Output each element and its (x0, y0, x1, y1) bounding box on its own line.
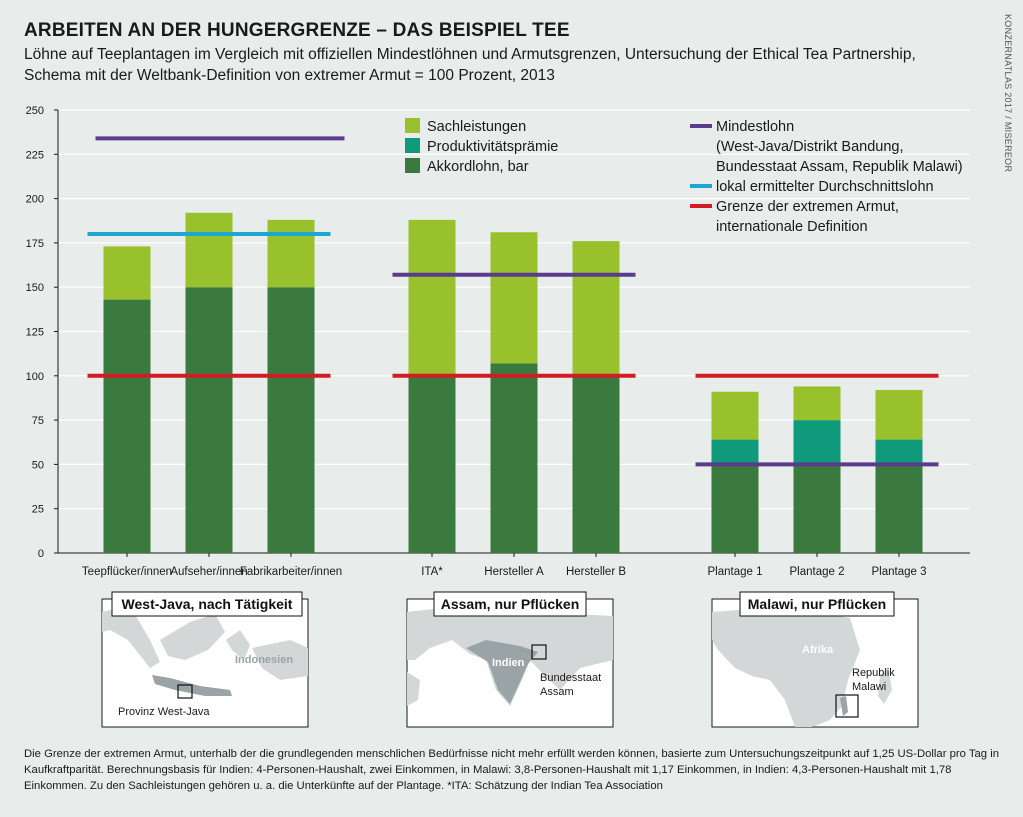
bar-segment-akkord (490, 363, 538, 553)
x-tick-label: Plantage 1 (708, 566, 763, 578)
legend-swatch-sachleistungen (405, 118, 420, 133)
x-tick-label: Plantage 2 (790, 566, 845, 578)
map-land-india (466, 640, 538, 704)
chart-title: ARBEITEN AN DER HUNGERGRENZE – DAS BEISP… (24, 20, 570, 41)
legend-label-durchschnitt: lokal ermittelter Durchschnittslohn (716, 179, 934, 195)
y-tick-label: 0 (38, 548, 44, 560)
x-tick-label: ITA* (421, 566, 443, 578)
x-tick-label: Aufseher/innen (170, 566, 247, 578)
map-land-label: Afrika (802, 644, 834, 656)
map-marker-label-2: Assam (540, 686, 574, 698)
bar-segment-akkord (408, 375, 456, 553)
legend-swatch-produktivitaet (405, 138, 420, 153)
y-tick-label: 200 (26, 194, 44, 206)
map-land-malawi (840, 696, 848, 716)
y-tick-label: 75 (32, 415, 44, 427)
bar-segment-akkord (572, 375, 620, 553)
map-land-papua (252, 640, 308, 680)
y-tick-label: 125 (26, 327, 44, 339)
map-land-africa (712, 606, 860, 727)
bars (103, 212, 923, 553)
map-title-box (739, 591, 895, 617)
legend-label-armut: Grenze der extremen Armut, (716, 199, 899, 215)
x-tick-label: Teepflücker/innen (82, 566, 172, 578)
bar-segment-akkord (103, 299, 151, 553)
bar-segment-akkord (875, 464, 923, 553)
map-title-box (111, 591, 303, 617)
legend-label-sachleistungen: Sachleistungen (427, 119, 526, 135)
bar-segment-sachleistungen (408, 219, 456, 376)
credit-text: KONZERNATLAS 2017 / MISEREOR (1003, 14, 1013, 173)
bar-segment-akkord (711, 464, 759, 553)
map-marker (835, 694, 859, 718)
map-land-label: Indonesien (235, 654, 293, 666)
bar-segment-akkord (267, 287, 315, 553)
legend-label-armut: internationale Definition (716, 219, 868, 235)
bar-segment-sachleistungen (711, 391, 759, 440)
subtitle-line-2: Schema mit der Weltbank-Definition von e… (24, 67, 555, 84)
y-tick-label: 225 (26, 149, 44, 161)
map-title: West-Java, nach Tätigkeit (122, 596, 293, 612)
map-marker (177, 684, 193, 699)
bar-segment-sachleistungen (185, 212, 233, 288)
map-land-africa (407, 672, 420, 706)
bar-segment-produktivitaet (875, 439, 923, 465)
footnote: Die Grenze der extremen Armut, unterhalb… (24, 748, 999, 792)
y-tick-label: 175 (26, 238, 44, 250)
map-marker-label-1: Bundesstaat (540, 672, 601, 684)
map-marker (531, 644, 547, 660)
bar-segment-sachleistungen (572, 241, 620, 376)
bar-segment-produktivitaet (793, 420, 841, 465)
legend-label-mindestlohn: Bundesstaat Assam, Republik Malawi) (716, 159, 963, 175)
x-axis-labels: Teepflücker/innenAufseher/innenFabrikarb… (82, 553, 927, 578)
legend-label-mindestlohn: (West-Java/Distrikt Bandung, (716, 139, 904, 155)
y-tick-label: 250 (26, 105, 44, 117)
legend: Sachleistungen Produktivitätsprämie Akkord… (405, 118, 963, 235)
y-tick-label: 150 (26, 282, 44, 294)
map-malawi: Malawi, nur Pflücken Afrika Republik Mal… (711, 591, 919, 728)
y-tick-label: 100 (26, 371, 44, 383)
map-title: Assam, nur Pflücken (441, 596, 580, 612)
legend-label-produktivitaet: Produktivitätsprämie (427, 139, 558, 155)
map-land-sumatra (102, 606, 160, 668)
y-tick-label: 25 (32, 504, 44, 516)
map-land-borneo (160, 614, 225, 660)
map-title: Malawi, nur Pflücken (748, 596, 886, 612)
map-land-madagascar (878, 668, 892, 704)
bar-segment-sachleistungen (875, 389, 923, 440)
bar-segment-sachleistungen (103, 246, 151, 300)
map-marker-label: Provinz West-Java (118, 706, 210, 718)
chart-canvas: 0 25 50 75 100 125 150 175 200 225 250 Teepflücker… (26, 105, 970, 728)
map-title-box (433, 591, 587, 617)
bar-segment-akkord (793, 464, 841, 553)
reference-lines (87, 136, 939, 467)
map-land-sulawesi (226, 630, 250, 660)
bar-segment-sachleistungen (267, 219, 315, 288)
bar-segment-akkord (185, 287, 233, 553)
bar-segment-sachleistungen (793, 386, 841, 421)
map-west-java: West-Java, nach Tätigkeit Indonesien Pro… (101, 591, 309, 728)
map-marker-label-1: Republik (852, 667, 895, 679)
x-tick-label: Hersteller B (566, 566, 626, 578)
x-tick-label: Hersteller A (484, 566, 544, 578)
subtitle-line-1: Löhne auf Teeplantagen im Vergleich mit … (24, 46, 916, 63)
y-tick-label: 50 (32, 459, 44, 471)
map-land-label: Indien (492, 657, 525, 669)
x-tick-label: Plantage 3 (872, 566, 927, 578)
map-assam: Assam, nur Pflücken Indien Bundesstaat A… (406, 591, 614, 728)
map-marker-label-2: Malawi (852, 681, 886, 693)
legend-swatch-akkord (405, 158, 420, 173)
legend-label-akkord: Akkordlohn, bar (427, 159, 529, 175)
bar-segment-sachleistungen (490, 232, 538, 364)
chart-subtitle: Löhne auf Teeplantagen im Vergleich mit … (24, 44, 924, 86)
bar-segment-produktivitaet (711, 439, 759, 465)
legend-label-mindestlohn: Mindestlohn (716, 119, 794, 135)
x-tick-label: Fabrikarbeiter/innen (240, 566, 342, 578)
